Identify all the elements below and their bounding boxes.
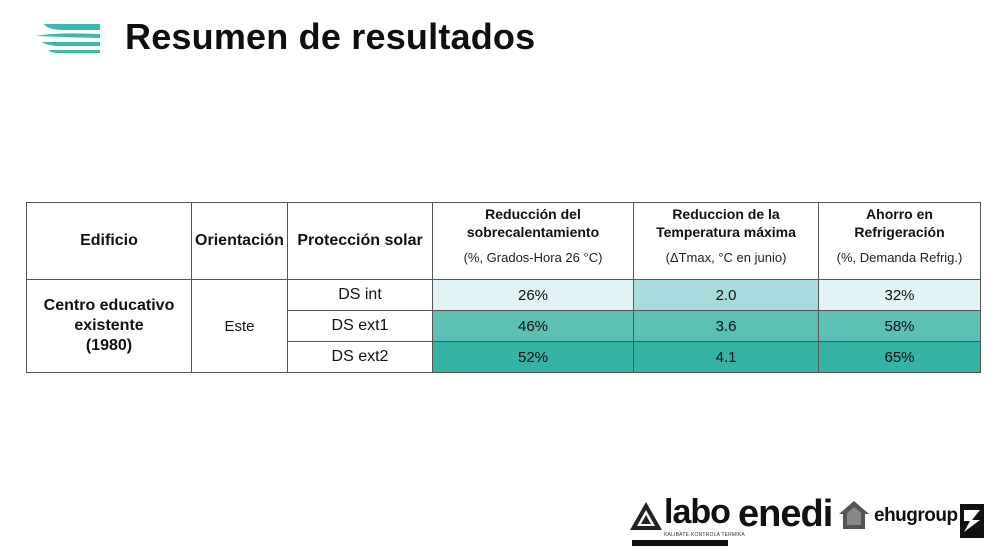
value-cell: 26%: [432, 279, 634, 311]
title-logo-icon: [36, 24, 100, 53]
value-cell: 2.0: [633, 279, 819, 311]
ehu-logo-text: ehugroup: [874, 505, 958, 526]
header-metric-cooling-unit: (%, Demanda Refrig.): [836, 250, 963, 265]
header-orientation: Orientación: [191, 202, 288, 280]
value-cell: 32%: [818, 279, 981, 311]
results-table: Edificio Orientación Protección solar Re…: [26, 202, 981, 373]
labo-logo-subtitle: KALIBATE·KONTROLA TERMIKA: [664, 532, 745, 538]
house-logo-icon: [839, 501, 869, 529]
protection-cell: DS ext2: [287, 341, 433, 373]
value-cell: 4.1: [633, 341, 819, 373]
value-cell: 46%: [432, 310, 634, 342]
value-cell: 58%: [818, 310, 981, 342]
header-metric-overheating-l1: Reducción del: [485, 206, 581, 222]
header-metric-temperature-l1: Reduccion de la: [672, 206, 780, 222]
building-name-l2: existente: [74, 317, 144, 334]
protection-cell: DS ext1: [287, 310, 433, 342]
header-building: Edificio: [26, 202, 192, 280]
header-metric-overheating: Reducción del sobrecalentamiento (%, Gra…: [432, 202, 634, 280]
labo-logo-bar: [632, 540, 728, 546]
header-metric-cooling-l1: Ahorro en: [866, 206, 933, 222]
header-metric-cooling-l2: Refrigeración: [854, 224, 945, 240]
table-header-row: Edificio Orientación Protección solar Re…: [26, 202, 981, 280]
labo-logo-icon: [630, 502, 662, 530]
header-protection: Protección solar: [287, 202, 433, 280]
table-row: DS ext1 46% 3.6 58%: [27, 310, 981, 342]
header-metric-overheating-unit: (%, Grados-Hora 26 °C): [463, 250, 603, 265]
partner-logos: labo KALIBATE·KONTROLA TERMIKA enedi ehu…: [630, 493, 990, 548]
page-title: Resumen de resultados: [125, 16, 536, 57]
header-metric-temperature: Reduccion de la Temperatura máxima (ΔTma…: [633, 202, 819, 280]
building-year: (1980): [85, 337, 133, 354]
header-metric-cooling: Ahorro en Refrigeración (%, Demanda Refr…: [818, 202, 981, 280]
header-metric-temperature-l2: Temperatura máxima: [656, 224, 796, 240]
value-cell: 65%: [818, 341, 981, 373]
table-row: DS ext2 52% 4.1 65%: [27, 341, 981, 373]
ehu-emblem-icon: [960, 504, 984, 538]
header-metric-temperature-unit: (ΔTmax, °C en junio): [665, 250, 787, 265]
enedi-logo-text: enedi: [738, 493, 833, 535]
building-cell: Centro educativo existente (1980): [26, 279, 192, 373]
value-cell: 3.6: [633, 310, 819, 342]
value-cell: 52%: [432, 341, 634, 373]
header-metric-overheating-l2: sobrecalentamiento: [466, 224, 600, 240]
building-name-l1: Centro educativo: [43, 297, 175, 314]
orientation-cell: Este: [191, 279, 288, 373]
labo-logo-text: labo: [664, 493, 731, 531]
protection-cell: DS int: [287, 279, 433, 311]
table-row: Centro educativo existente (1980) Este D…: [26, 279, 981, 373]
